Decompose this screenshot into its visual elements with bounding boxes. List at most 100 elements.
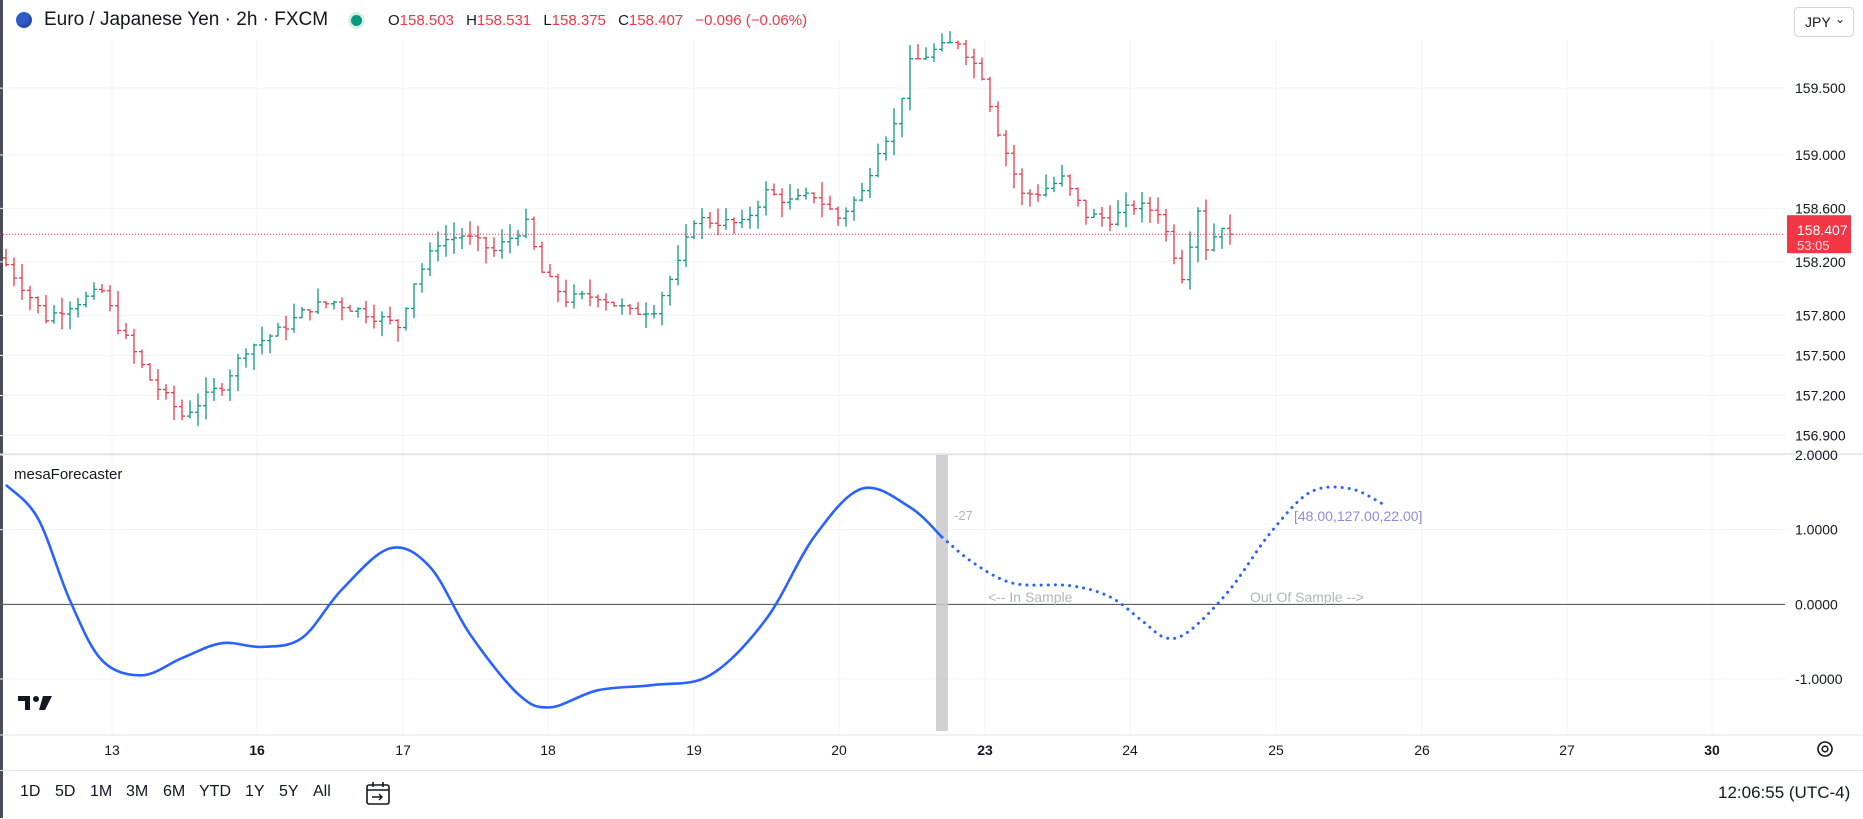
currency-label: JPY bbox=[1805, 14, 1831, 30]
time-axis-label: 23 bbox=[977, 742, 993, 758]
ohlc-bar bbox=[211, 378, 217, 402]
ohlc-bar bbox=[643, 302, 649, 328]
ohlc-bar bbox=[275, 322, 281, 337]
open-label: O bbox=[388, 12, 400, 29]
chart-canvas[interactable]: 159.500 159.000 158.600 158.200 157.800 157.5… bbox=[0, 0, 1863, 770]
ohlc-bar bbox=[123, 322, 129, 340]
ohlc-bar bbox=[371, 304, 377, 329]
ohlc-bar bbox=[579, 290, 585, 300]
ohlc-bar bbox=[571, 284, 577, 309]
ohlc-bar bbox=[627, 304, 633, 315]
change-value: −0.096 (−0.06%) bbox=[695, 12, 808, 29]
out-of-sample-series-line bbox=[940, 485, 1384, 641]
ohlc-bar bbox=[11, 257, 17, 287]
ohlc-bar bbox=[1227, 214, 1233, 245]
osc-axis-label: 1.0000 bbox=[1795, 522, 1838, 538]
date-range-icon[interactable] bbox=[364, 780, 392, 808]
range-button-1d[interactable]: 1D bbox=[20, 783, 41, 800]
ohlc-bar bbox=[795, 188, 801, 201]
range-button-all[interactable]: All bbox=[313, 783, 331, 800]
ohlc-bar bbox=[659, 291, 665, 326]
ohlc-bar bbox=[235, 353, 241, 392]
session-clock[interactable]: 12:06:55 (UTC-4) bbox=[1718, 783, 1851, 802]
ohlc-bar bbox=[683, 224, 689, 268]
time-axis-label: 19 bbox=[686, 742, 702, 758]
ohlc-bar bbox=[35, 296, 41, 314]
ohlc-bar bbox=[307, 309, 313, 321]
price-axis-label: 157.200 bbox=[1795, 388, 1846, 404]
ohlc-bar bbox=[419, 263, 425, 293]
ohlc-bar bbox=[827, 195, 833, 210]
ohlc-bar bbox=[467, 221, 473, 245]
gear-icon[interactable] bbox=[1814, 738, 1836, 760]
low-value: 158.375 bbox=[551, 12, 606, 29]
time-axis-label: 13 bbox=[104, 742, 120, 758]
high-value: 158.531 bbox=[476, 12, 532, 29]
ohlc-bar bbox=[251, 343, 257, 370]
ohlc-bar bbox=[883, 136, 889, 161]
currency-dropdown[interactable]: JPY ⌄ bbox=[1794, 7, 1854, 37]
euro-flag-icon[interactable] bbox=[16, 12, 32, 28]
ohlc-bar bbox=[859, 182, 865, 202]
range-button-1y[interactable]: 1Y bbox=[245, 783, 265, 800]
ohlc-bar bbox=[995, 101, 1001, 137]
ohlc-bar bbox=[907, 45, 913, 111]
range-button-1m[interactable]: 1M bbox=[90, 783, 113, 800]
ohlc-values: O158.503 H158.531 L158.375 C158.407 −0.0… bbox=[388, 12, 815, 29]
time-axis-label: 20 bbox=[831, 742, 847, 758]
market-open-dot-icon[interactable] bbox=[351, 15, 362, 26]
ohlc-bar bbox=[75, 297, 81, 318]
ohlc-bar bbox=[267, 334, 273, 354]
ohlc-bar bbox=[1011, 144, 1017, 189]
ohlc-bar bbox=[379, 311, 385, 337]
range-button-5y[interactable]: 5Y bbox=[279, 783, 299, 800]
bottom-toolbar: 1D 5D 1M 3M 6M YTD 1Y 5Y All 12:06:55 (U… bbox=[0, 770, 1863, 819]
ohlc-bar bbox=[619, 298, 625, 315]
ohlc-bar bbox=[99, 284, 105, 294]
ohlc-bar bbox=[1123, 192, 1129, 228]
ohlc-bar bbox=[1059, 164, 1065, 187]
ohlc-bar bbox=[755, 200, 761, 229]
ohlc-bar bbox=[731, 217, 737, 235]
ohlc-bar bbox=[1139, 192, 1145, 223]
ohlc-bar bbox=[1155, 197, 1161, 224]
range-button-5d[interactable]: 5D bbox=[55, 783, 76, 800]
range-button-6m[interactable]: 6M bbox=[163, 783, 186, 800]
ohlc-bar bbox=[1035, 184, 1041, 202]
ohlc-bar bbox=[459, 228, 465, 250]
range-button-3m[interactable]: 3M bbox=[126, 783, 149, 800]
ohlc-bar bbox=[83, 291, 89, 308]
ohlc-bar bbox=[1067, 174, 1073, 196]
ohlc-bar bbox=[1147, 197, 1153, 223]
range-button-ytd[interactable]: YTD bbox=[199, 783, 231, 800]
ohlc-bar bbox=[851, 196, 857, 221]
ohlc-bar bbox=[331, 301, 337, 310]
ohlc-bar bbox=[539, 241, 545, 273]
ohlc-bar bbox=[843, 207, 849, 227]
ohlc-bar bbox=[291, 303, 297, 333]
ohlc-bar bbox=[1083, 199, 1089, 225]
ohlc-bar bbox=[19, 263, 25, 300]
legend-header: Euro / Japanese Yen · 2h · FXCM O158.503… bbox=[4, 0, 1863, 40]
in-sample-label: <-- In Sample bbox=[988, 589, 1073, 605]
ohlc-bar bbox=[867, 167, 873, 199]
price-axis-label: 157.500 bbox=[1795, 347, 1846, 363]
indicator-title[interactable]: mesaForecaster bbox=[14, 466, 123, 483]
tradingview-logo-icon[interactable] bbox=[18, 694, 56, 712]
ohlc-bar bbox=[1075, 187, 1081, 207]
ohlc-bar bbox=[499, 229, 505, 259]
ohlc-bar bbox=[723, 208, 729, 230]
ohlc-bar bbox=[947, 31, 953, 44]
ohlc-bar bbox=[835, 206, 841, 226]
ohlc-bar bbox=[891, 108, 897, 156]
ohlc-bar bbox=[1019, 168, 1025, 206]
ohlc-bar bbox=[635, 302, 641, 315]
ohlc-bar bbox=[523, 208, 529, 239]
symbol-title[interactable]: Euro / Japanese Yen · 2h · FXCM bbox=[44, 9, 329, 30]
ohlc-bar bbox=[563, 279, 569, 308]
ohlc-bar bbox=[27, 285, 33, 311]
ohlc-bar bbox=[667, 275, 673, 306]
ohlc-bar bbox=[243, 348, 249, 368]
ohlc-bar bbox=[107, 285, 113, 312]
